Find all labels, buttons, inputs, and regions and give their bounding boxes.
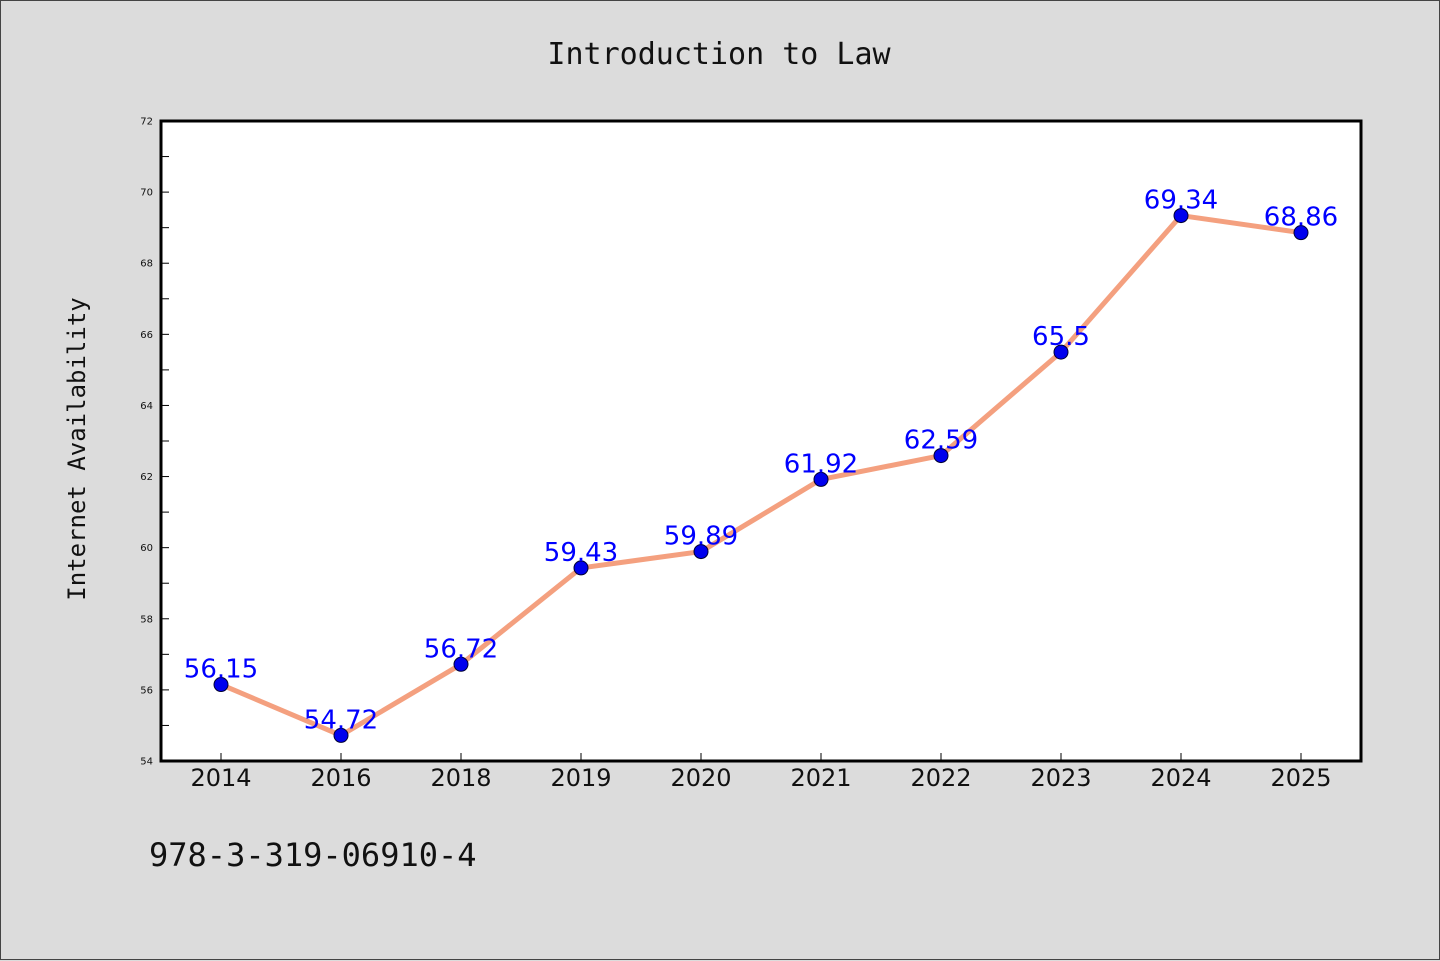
x-tick-label: 2014 [190,764,251,792]
data-label: 65.5 [1032,322,1090,352]
y-tick-label: 68 [140,259,153,270]
x-tick-label: 2023 [1030,764,1091,792]
x-tick-label: 2016 [310,764,371,792]
data-point [333,727,349,743]
data-point [1293,225,1309,241]
y-tick-label: 54 [140,757,153,768]
x-tick-label: 2018 [430,764,491,792]
data-label: 59.43 [544,538,618,568]
data-label: 61.92 [784,449,858,479]
plot-area [159,119,1363,763]
y-tick-label: 58 [140,614,153,625]
y-axis-label: Internet Availability [63,297,91,600]
isbn-text: 978-3-319-06910-4 [149,836,477,874]
y-tick-label: 56 [140,685,153,696]
data-label: 56.15 [184,655,258,685]
data-point [213,677,229,693]
data-label: 59.89 [664,522,738,552]
data-label: 68.86 [1264,203,1338,233]
x-tick-label: 2020 [670,764,731,792]
x-tick-label: 2022 [910,764,971,792]
data-point [933,448,949,464]
y-tick-label: 62 [140,472,153,483]
data-point [1053,344,1069,360]
y-tick-label: 66 [140,330,153,341]
y-tick-label: 72 [140,117,153,128]
x-tick-label: 2019 [550,764,611,792]
data-label: 56.72 [424,634,498,664]
x-tick-label: 2024 [1150,764,1211,792]
data-point [453,656,469,672]
x-tick-label: 2025 [1270,764,1331,792]
x-tick-label: 2021 [790,764,851,792]
series-line [218,213,1304,738]
data-label: 54.72 [304,705,378,735]
data-point [573,560,589,576]
data-point [1173,208,1189,224]
x-axis-ticks: 2014 2016 2018 2019 2020 2021 2022 2023 2024 2025 [190,753,1332,792]
y-tick-label: 70 [140,188,153,199]
data-label: 62.59 [904,426,978,456]
data-labels-group: 56.15 54.72 56.72 59.43 59.89 61.92 62.59 65.5 6… [184,186,1338,736]
series-line-group [218,213,1304,738]
y-axis-ticks: 54 56 58 60 62 64 66 68 70 72 [140,117,169,768]
data-label: 69.34 [1144,186,1218,216]
data-point [693,544,709,560]
data-point [813,471,829,487]
chart-title: Introduction to Law [547,37,891,72]
y-tick-label: 64 [140,401,153,412]
series-markers-group [213,208,1309,743]
y-tick-label: 60 [140,543,153,554]
